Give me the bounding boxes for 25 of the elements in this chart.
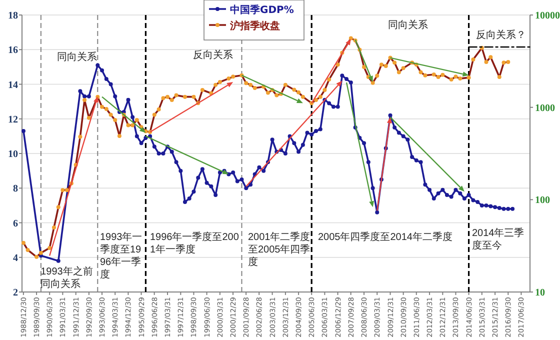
annotation: 反向关系？ bbox=[476, 29, 526, 41]
annotation: 1993年一季度至1996年一季度 bbox=[100, 231, 142, 280]
y-tick-label: 18 bbox=[8, 10, 18, 22]
y-tick-label: 6 bbox=[13, 218, 18, 230]
y-tick-label: 2 bbox=[13, 288, 18, 298]
y-tick-label: 10 bbox=[8, 149, 18, 160]
annotation: 同向关系 bbox=[388, 19, 428, 31]
y-tick-label: 14 bbox=[8, 80, 18, 91]
y-tick-label: 8 bbox=[13, 184, 18, 195]
y-tick-label: 12 bbox=[8, 114, 18, 126]
annotation: 2005年四季度至2014年二季度 bbox=[318, 231, 452, 243]
annotation: 同向关系 bbox=[57, 51, 97, 63]
legend-label: 沪指季收盘 bbox=[229, 20, 280, 32]
y-tick-label: 16 bbox=[8, 45, 18, 56]
y2-tick-label: 10000 bbox=[535, 10, 560, 22]
annotation: 1993年之前同向关系 bbox=[40, 266, 93, 290]
legend-label: 中国季GDP% bbox=[230, 4, 294, 16]
y2-tick-label: 10 bbox=[535, 288, 545, 298]
annotation: 2001年二季度至2005年四季度 bbox=[248, 231, 310, 268]
y2-tick-label: 100 bbox=[535, 195, 550, 206]
annotation: 1996年一季度至2001年一季度 bbox=[150, 231, 240, 256]
y-tick-label: 4 bbox=[13, 252, 18, 264]
y2-tick-label: 1000 bbox=[535, 102, 555, 114]
annotation: 2014年三季度至今 bbox=[472, 227, 524, 252]
annotation: 反向关系 bbox=[193, 49, 233, 61]
